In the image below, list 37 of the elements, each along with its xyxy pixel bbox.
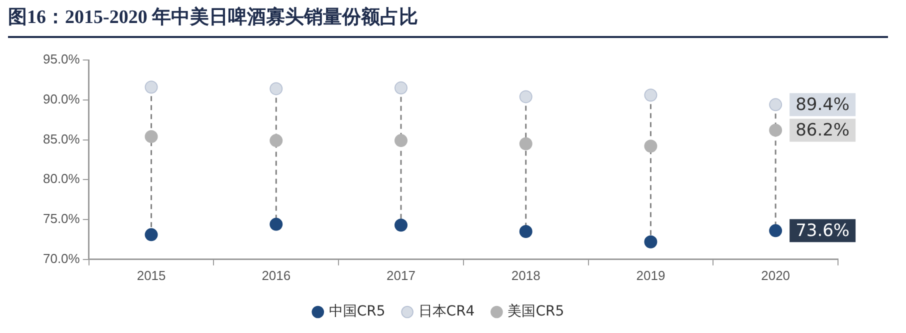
x-tick-label: 2019 — [636, 268, 666, 283]
legend-label: 美国CR5 — [508, 304, 564, 320]
y-tick-label: 70.0% — [42, 250, 80, 266]
y-tick-label: 75.0% — [42, 211, 80, 226]
point — [144, 130, 158, 144]
point — [270, 82, 283, 96]
point — [519, 90, 532, 104]
point — [144, 228, 158, 242]
legend-label: 日本CR4 — [418, 304, 475, 320]
point — [519, 137, 532, 150]
x-tick-label: 2015 — [136, 268, 166, 283]
y-tick-label: 80.0% — [42, 171, 80, 186]
chart-title: 图16：2015-2020 年中美日啤酒寡头销量份额占比 — [8, 5, 418, 30]
x-tick-label: 2017 — [386, 268, 416, 283]
x-tick-label: 2020 — [761, 268, 790, 283]
point — [644, 140, 658, 153]
data-label: 89.4% — [796, 95, 850, 116]
y-tick-label: 95.0% — [42, 52, 80, 67]
point — [144, 80, 158, 94]
point — [769, 124, 782, 137]
point — [519, 224, 532, 238]
point — [769, 224, 782, 238]
data-label: 73.6% — [796, 221, 850, 242]
x-tick-label: 2018 — [511, 268, 540, 283]
data-label: 86.2% — [796, 120, 850, 141]
point — [394, 81, 408, 94]
point — [394, 218, 408, 232]
legend-label: 中国CR5 — [328, 304, 386, 320]
point — [394, 134, 408, 148]
point — [644, 235, 658, 248]
x-tick-label: 2016 — [262, 268, 291, 283]
point — [270, 218, 283, 231]
point — [769, 98, 782, 112]
y-tick-label: 85.0% — [42, 131, 80, 146]
point — [644, 88, 658, 102]
point — [270, 134, 283, 148]
y-tick-label: 90.0% — [42, 91, 80, 106]
